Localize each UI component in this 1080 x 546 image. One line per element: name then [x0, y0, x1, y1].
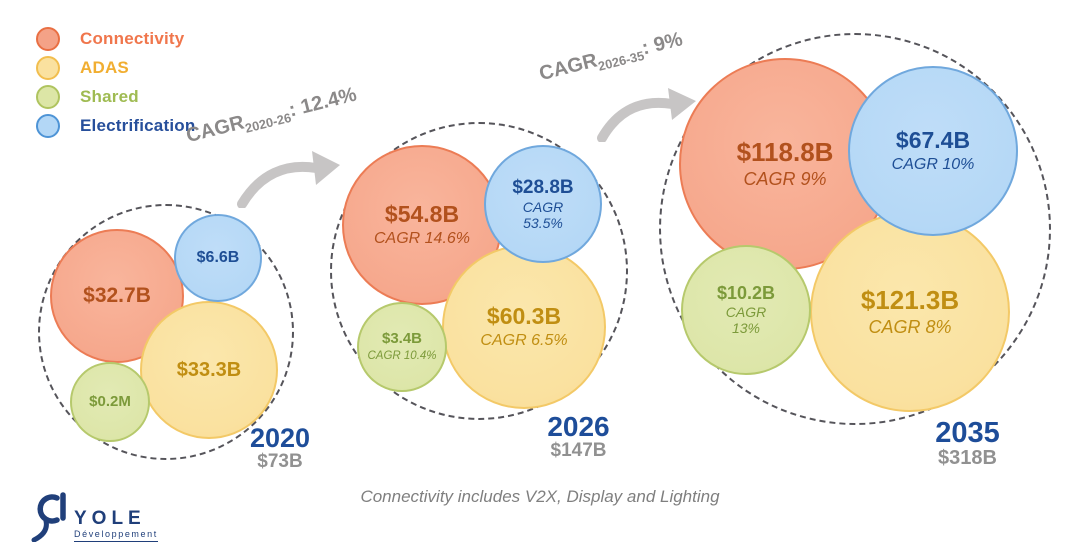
legend-item-connectivity: Connectivity: [36, 27, 195, 51]
cagr-2020-26-annotation: CAGR2020-26: 12.4%: [184, 83, 360, 150]
bubble-value: $60.3B: [486, 303, 562, 330]
year-circle-2020: [38, 204, 294, 460]
bubble-value: $54.8B: [384, 201, 460, 228]
yole-logo: YOLE Développement: [30, 490, 158, 542]
legend-item-shared: Shared: [36, 85, 195, 109]
logo-text: YOLE Développement: [74, 509, 158, 542]
bubble-cagr: CAGR 14.6%: [373, 229, 471, 247]
bubble-value: $0.2M: [89, 392, 131, 410]
total-text: $73B: [257, 451, 303, 473]
bubble-cagr: CAGR 8%: [868, 317, 952, 338]
yole-logo-mark-icon: [31, 492, 66, 542]
bubble-value: $118.8B: [736, 137, 834, 168]
bubble-2020-electrification: $6.6B: [174, 214, 262, 302]
legend-item-adas: ADAS: [36, 56, 195, 80]
bubble-value: $3.4B: [381, 330, 423, 348]
bubble-2035-shared: $10.2B CAGR 13%: [681, 245, 811, 375]
year-text: 2035: [935, 417, 1000, 449]
legend-item-electrification: Electrification: [36, 114, 196, 138]
legend-label-adas: ADAS: [80, 58, 129, 77]
total-text: $147B: [550, 440, 607, 462]
logo-title: YOLE: [74, 508, 146, 529]
cagr-2020-26-value: : 12.4%: [286, 83, 359, 122]
cagr-2020-26-subscript: 2020-26: [243, 109, 293, 136]
bubble-2020-shared: $0.2M: [70, 362, 150, 442]
year-text: 2026: [547, 411, 610, 442]
bubble-cagr: CAGR 9%: [743, 169, 827, 190]
bubble-2026-electrification: $28.8B CAGR 53.5%: [484, 145, 602, 263]
bubble-2020-adas: $33.3B: [140, 301, 278, 439]
electrification-swatch-icon: [36, 114, 60, 138]
legend-label-electrification: Electrification: [80, 116, 196, 135]
cagr-2026-35-value: : 9%: [639, 28, 685, 60]
bubble-2035-adas: $121.3B CAGR 8%: [810, 212, 1010, 412]
legend-label-shared: Shared: [80, 87, 139, 106]
cagr-2026-35-annotation: CAGR2026-35: 9%: [537, 28, 686, 88]
bubble-value: $67.4B: [895, 127, 971, 154]
bubble-cagr: CAGR 13%: [725, 304, 767, 337]
year-circle-2026: [330, 122, 628, 420]
bubble-value: $32.7B: [83, 284, 151, 308]
bubble-value: $28.8B: [512, 176, 574, 198]
legend-label-connectivity: Connectivity: [80, 29, 185, 48]
legend: Connectivity ADAS Shared Electrification: [36, 27, 196, 138]
total-text: $318B: [938, 447, 997, 470]
year-label-2020: 2020 $73B: [240, 424, 320, 472]
growth-arrow-2026-35-icon: [597, 88, 696, 142]
connectivity-swatch-icon: [36, 27, 60, 51]
bubble-value: $121.3B: [860, 285, 960, 316]
cagr-2026-35-prefix: CAGR: [536, 49, 600, 86]
bubble-2026-adas: $60.3B CAGR 6.5%: [442, 245, 606, 409]
shared-swatch-icon: [36, 85, 60, 109]
bubble-value: $6.6B: [196, 249, 240, 267]
bubble-cagr: CAGR 10.4%: [367, 349, 437, 362]
bubble-cagr: CAGR 10%: [891, 155, 975, 173]
adas-swatch-icon: [36, 56, 60, 80]
bubble-value: $10.2B: [716, 283, 776, 304]
growth-arrow-2020-26-icon: [237, 151, 340, 208]
year-label-2026: 2026 $147B: [536, 412, 621, 461]
bubble-cagr: CAGR 53.5%: [522, 198, 564, 231]
bubble-2035-electrification: $67.4B CAGR 10%: [848, 66, 1018, 236]
year-text: 2020: [249, 423, 311, 453]
bubble-cagr: CAGR 6.5%: [480, 331, 568, 349]
year-circle-2035: [659, 33, 1051, 425]
footnote: Connectivity includes V2X, Display and L…: [360, 487, 720, 506]
bubble-value: $33.3B: [176, 358, 242, 381]
logo-subtitle: Développement: [74, 530, 158, 542]
bubble-2026-shared: $3.4B CAGR 10.4%: [357, 302, 447, 392]
year-label-2035: 2035 $318B: [925, 418, 1010, 469]
cagr-2026-35-subscript: 2026-35: [596, 47, 646, 74]
